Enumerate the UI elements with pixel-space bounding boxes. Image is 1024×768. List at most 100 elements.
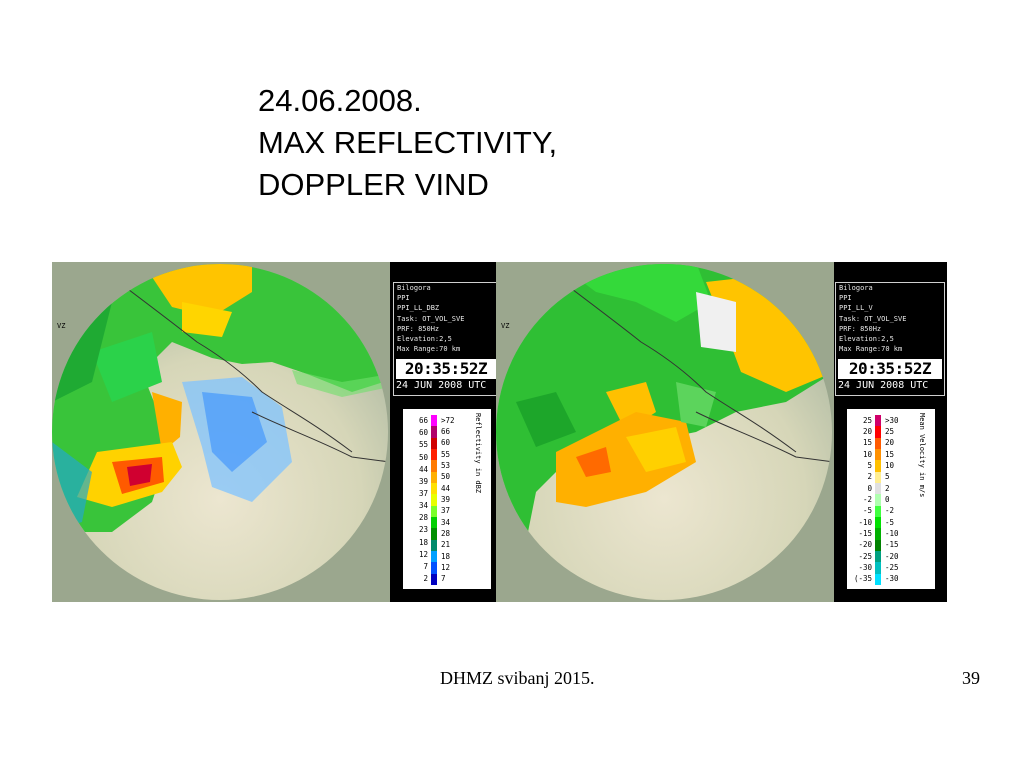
scale-label-left: (-35	[853, 574, 872, 584]
scale-label-right: 21	[441, 540, 451, 550]
info-product-name: PPI_LL_DBZ	[397, 304, 440, 313]
scale-label-right: -15	[885, 540, 899, 550]
scale-label-left: 37	[418, 488, 428, 498]
color-scale-swatch	[431, 494, 437, 506]
scale-label-left: -25	[858, 551, 872, 561]
scale-label-left: 28	[418, 513, 428, 523]
scale-label-left: 60	[418, 428, 428, 438]
scale-label-left: 44	[418, 464, 428, 474]
color-scale-bar	[431, 415, 437, 585]
scale-label-left: 5	[867, 461, 872, 470]
info-product: PPI	[397, 294, 410, 303]
color-scale-swatch	[431, 448, 437, 461]
compass-label: VZ	[57, 322, 65, 330]
scale-label-right: -10	[885, 529, 899, 538]
info-task: Task: OT_VOL_SVE	[397, 314, 465, 323]
scale-label-left: 25	[862, 415, 872, 425]
scale-label-right: 55	[441, 449, 451, 459]
color-scale-swatch	[875, 415, 881, 427]
scale-label-right: 18	[441, 551, 451, 561]
scale-label-right: 34	[441, 517, 451, 527]
scale-label-left: -10	[858, 517, 872, 527]
scale-label-left: 7	[423, 561, 428, 571]
velocity-info-box: Bilogora PPI PPI_LL_V Task: OT_VOL_SVE P…	[835, 282, 945, 396]
scale-label-right: 44	[441, 483, 451, 493]
scale-label-right: -2	[885, 506, 895, 516]
color-scale-swatch	[431, 426, 437, 438]
scale-label-right: 7	[441, 574, 446, 584]
info-max-range: Max Range:70 km	[839, 345, 903, 354]
title-line-reflectivity: MAX REFLECTIVITY,	[258, 125, 558, 160]
scale-label-left: 10	[862, 449, 872, 459]
scale-label-left: 2	[867, 472, 872, 482]
info-product-name: PPI_LL_V	[839, 304, 873, 313]
scale-label-left: 23	[418, 525, 428, 535]
velocity-radar-panel: VZ Bilogora PPI PPI_LL_V Task: OT_VOL_SV…	[496, 262, 947, 602]
scale-label-right: 0	[885, 495, 890, 504]
scale-label-left: 18	[418, 537, 428, 547]
scale-label-right: 28	[441, 529, 451, 538]
color-scale-swatch	[875, 539, 881, 551]
scale-label-left: 55	[418, 440, 428, 450]
color-scale-swatch	[431, 471, 437, 483]
color-scale-swatch	[431, 437, 437, 449]
scale-label-right: 15	[885, 449, 895, 459]
velocity-color-scale: 25 20 15 10 5 2 0 -2 -5 -10 -15 -20 -25 -30 (-35 >30 25…	[847, 409, 935, 589]
scale-label-right: 39	[441, 495, 451, 504]
color-scale-swatch	[431, 516, 437, 529]
compass-label: VZ	[501, 322, 509, 330]
color-scale-swatch	[875, 528, 881, 540]
color-scale-swatch	[875, 437, 881, 449]
info-date: 24 JUN 2008 UTC	[396, 380, 487, 391]
info-time: 20:35:52Z	[838, 359, 942, 379]
info-elevation: Elevation:2,5	[397, 335, 452, 344]
scale-label-left: 50	[418, 452, 428, 462]
scale-label-left: -15	[858, 529, 872, 538]
velocity-radar-map: VZ	[496, 262, 834, 602]
color-scale-swatch	[875, 516, 881, 529]
scale-label-right: >72	[441, 415, 455, 425]
reflectivity-info-box: Bilogora PPI PPI_LL_DBZ Task: OT_VOL_SVE…	[393, 282, 498, 396]
scale-label-right: 37	[441, 506, 451, 516]
scale-label-right: 53	[441, 461, 451, 470]
color-scale-swatch	[875, 573, 881, 585]
color-scale-swatch	[431, 573, 437, 585]
scale-label-left: -30	[858, 563, 872, 572]
color-scale-swatch	[875, 426, 881, 438]
scale-label-left: -2	[862, 495, 872, 504]
color-scale-swatch	[431, 528, 437, 540]
scale-label-right: 66	[441, 427, 451, 436]
scale-label-left: 34	[418, 501, 428, 511]
color-scale-swatch	[431, 482, 437, 495]
scale-label-right: -5	[885, 517, 895, 527]
scale-label-right: 20	[885, 438, 895, 448]
scale-label-right: 5	[885, 472, 890, 482]
color-scale-swatch	[431, 505, 437, 517]
color-scale-swatch	[431, 562, 437, 574]
scale-label-right: 50	[441, 472, 451, 482]
footer-text: DHMZ svibanj 2015.	[440, 668, 595, 688]
reflectivity-radar-panel: VZ Bilogora PPI PPI_LL_DBZ Task: OT_VOL_…	[52, 262, 498, 602]
scale-label-left: 20	[862, 427, 872, 436]
info-station: Bilogora	[839, 284, 873, 292]
scale-axis-label: Reflectivity in dBZ	[474, 413, 482, 494]
scale-label-right: 25	[885, 427, 895, 436]
info-elevation: Elevation:2,5	[839, 335, 894, 344]
color-scale-swatch	[875, 505, 881, 517]
color-scale-swatch	[431, 460, 437, 472]
info-date: 24 JUN 2008 UTC	[838, 380, 929, 391]
scale-label-right: -30	[885, 574, 899, 584]
color-scale-swatch	[431, 415, 437, 427]
color-scale-swatch	[875, 562, 881, 574]
scale-label-right: 10	[885, 461, 895, 470]
title-line-doppler: DOPPLER VIND	[258, 167, 489, 202]
page-number: 39	[962, 668, 980, 688]
scale-label-left: -20	[858, 540, 872, 550]
color-scale-swatch	[875, 482, 881, 495]
scale-label-left: 2	[423, 573, 428, 583]
scale-label-left: 15	[862, 438, 872, 448]
color-scale-swatch	[875, 448, 881, 461]
scale-label-left: 0	[867, 483, 872, 493]
color-scale-swatch	[875, 471, 881, 483]
info-task: Task: OT_VOL_SVE	[839, 314, 907, 323]
